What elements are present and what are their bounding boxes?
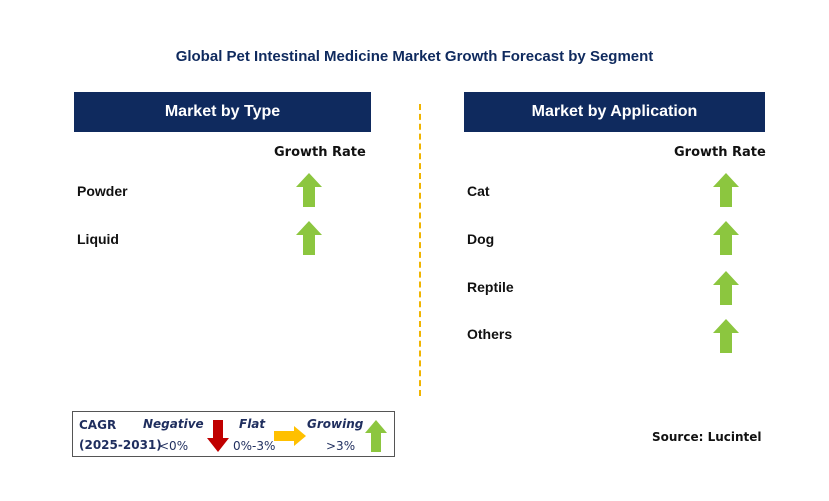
up-arrow-icon bbox=[713, 271, 739, 305]
panel-header-type: Market by Type bbox=[74, 92, 371, 132]
up-arrow-icon bbox=[713, 221, 739, 255]
row-label-liquid: Liquid bbox=[77, 231, 119, 247]
panel-divider bbox=[419, 104, 421, 396]
legend-flat-label: Flat bbox=[239, 417, 266, 431]
legend-cagr-label: CAGR bbox=[79, 418, 117, 432]
right-arrow-icon bbox=[274, 426, 306, 446]
legend-period: (2025-2031) bbox=[79, 438, 162, 452]
row-label-powder: Powder bbox=[77, 183, 128, 199]
page-title: Global Pet Intestinal Medicine Market Gr… bbox=[175, 48, 654, 65]
legend-growing-range: >3% bbox=[326, 439, 356, 453]
down-arrow-icon bbox=[207, 420, 229, 452]
row-label-reptile: Reptile bbox=[467, 279, 514, 295]
row-label-cat: Cat bbox=[467, 183, 490, 199]
growth-rate-label-application: Growth Rate bbox=[674, 145, 766, 160]
panel-header-application: Market by Application bbox=[464, 92, 765, 132]
row-label-others: Others bbox=[467, 326, 513, 342]
cagr-legend: CAGR (2025-2031) Negative <0% Flat 0%-3%… bbox=[72, 411, 395, 457]
up-arrow-icon bbox=[713, 173, 739, 207]
source-label: Source: Lucintel bbox=[652, 430, 762, 444]
legend-growing-label: Growing bbox=[307, 417, 364, 431]
up-arrow-icon bbox=[296, 221, 322, 255]
row-label-dog: Dog bbox=[467, 231, 495, 247]
growth-rate-label-type: Growth Rate bbox=[274, 145, 366, 160]
legend-flat-range: 0%-3% bbox=[233, 439, 276, 453]
legend-negative-range: <0% bbox=[159, 439, 189, 453]
up-arrow-icon bbox=[365, 420, 387, 452]
up-arrow-icon bbox=[713, 319, 739, 353]
legend-negative-label: Negative bbox=[143, 417, 204, 431]
up-arrow-icon bbox=[296, 173, 322, 207]
